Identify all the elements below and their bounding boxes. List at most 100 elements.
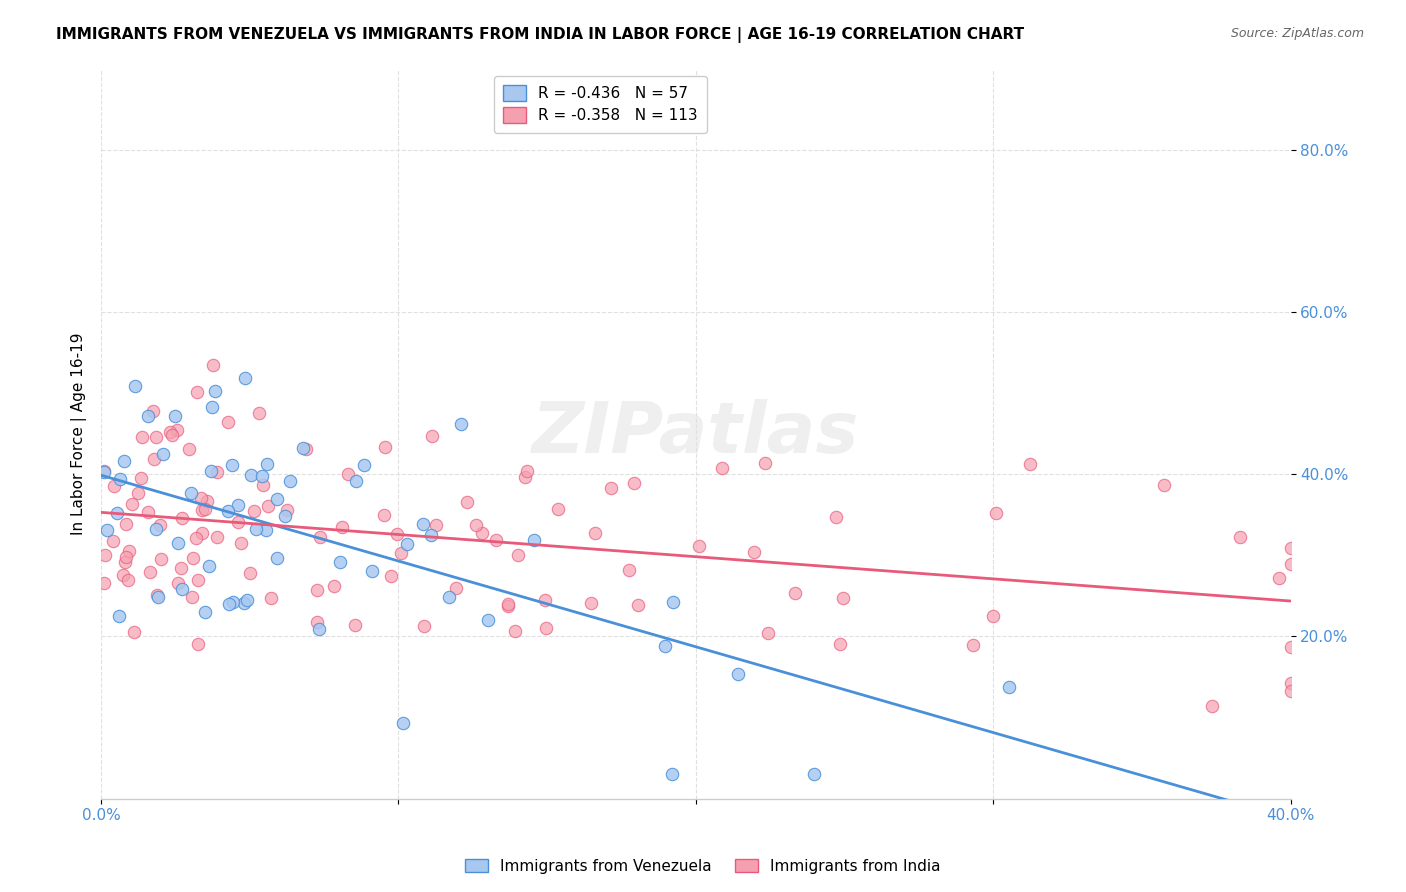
Point	[108, 472, 131, 486]
Point	[516, 464, 538, 478]
Point	[329, 555, 352, 569]
Point	[180, 591, 202, 605]
Point	[450, 417, 472, 432]
Point	[93, 465, 115, 479]
Legend: Immigrants from Venezuela, Immigrants from India: Immigrants from Venezuela, Immigrants fr…	[460, 853, 946, 880]
Point	[1279, 684, 1302, 698]
Point	[228, 516, 250, 530]
Point	[252, 477, 274, 491]
Point	[413, 619, 436, 633]
Point	[471, 526, 494, 541]
Point	[305, 583, 328, 598]
Point	[360, 564, 382, 578]
Point	[619, 563, 641, 577]
Point	[1279, 541, 1302, 556]
Point	[93, 464, 115, 478]
Point	[710, 461, 733, 475]
Point	[222, 595, 245, 609]
Point	[131, 471, 153, 485]
Point	[149, 552, 172, 566]
Point	[177, 442, 200, 457]
Point	[506, 548, 529, 562]
Point	[205, 465, 228, 479]
Point	[138, 505, 160, 519]
Point	[984, 506, 1007, 520]
Point	[547, 502, 569, 516]
Point	[238, 566, 260, 581]
Point	[387, 526, 409, 541]
Point	[205, 530, 228, 544]
Point	[1153, 477, 1175, 491]
Point	[170, 582, 193, 596]
Point	[167, 576, 190, 591]
Point	[373, 508, 395, 523]
Point	[152, 447, 174, 461]
Point	[825, 510, 848, 524]
Point	[754, 457, 776, 471]
Point	[242, 504, 264, 518]
Point	[105, 506, 128, 520]
Point	[217, 503, 239, 517]
Point	[172, 510, 194, 524]
Point	[228, 498, 250, 512]
Text: ZIPatlas: ZIPatlas	[533, 399, 859, 468]
Point	[654, 639, 676, 653]
Point	[600, 481, 623, 495]
Point	[981, 609, 1004, 624]
Point	[159, 425, 181, 439]
Point	[180, 486, 202, 500]
Point	[1279, 557, 1302, 571]
Point	[93, 575, 115, 590]
Point	[231, 535, 253, 549]
Point	[344, 618, 367, 632]
Point	[274, 508, 297, 523]
Point	[344, 474, 367, 488]
Point	[266, 551, 288, 566]
Point	[278, 474, 301, 488]
Point	[380, 569, 402, 583]
Point	[444, 582, 467, 596]
Text: IMMIGRANTS FROM VENEZUELA VS IMMIGRANTS FROM INDIA IN LABOR FORCE | AGE 16-19 CO: IMMIGRANTS FROM VENEZUELA VS IMMIGRANTS …	[56, 27, 1025, 43]
Point	[139, 565, 162, 579]
Point	[167, 536, 190, 550]
Point	[160, 428, 183, 442]
Point	[308, 622, 330, 636]
Point	[1201, 698, 1223, 713]
Point	[118, 543, 141, 558]
Point	[662, 595, 685, 609]
Point	[131, 430, 153, 444]
Point	[420, 429, 443, 443]
Point	[831, 591, 853, 606]
Y-axis label: In Labor Force | Age 16-19: In Labor Force | Age 16-19	[72, 333, 87, 535]
Point	[803, 767, 825, 781]
Point	[236, 592, 259, 607]
Point	[523, 533, 546, 547]
Point	[202, 358, 225, 372]
Point	[103, 479, 125, 493]
Point	[240, 468, 263, 483]
Point	[194, 502, 217, 516]
Point	[198, 558, 221, 573]
Point	[121, 497, 143, 511]
Point	[108, 609, 131, 624]
Point	[165, 409, 187, 423]
Point	[191, 503, 214, 517]
Point	[149, 517, 172, 532]
Point	[115, 549, 138, 564]
Text: Source: ZipAtlas.com: Source: ZipAtlas.com	[1230, 27, 1364, 40]
Point	[122, 625, 145, 640]
Point	[166, 424, 188, 438]
Point	[249, 406, 271, 420]
Point	[184, 531, 207, 545]
Point	[250, 468, 273, 483]
Point	[266, 491, 288, 506]
Point	[353, 458, 375, 472]
Point	[464, 517, 486, 532]
Point	[148, 590, 170, 604]
Point	[412, 517, 434, 532]
Point	[1229, 530, 1251, 544]
Point	[145, 522, 167, 536]
Point	[145, 430, 167, 444]
Point	[336, 467, 359, 481]
Point	[138, 409, 160, 423]
